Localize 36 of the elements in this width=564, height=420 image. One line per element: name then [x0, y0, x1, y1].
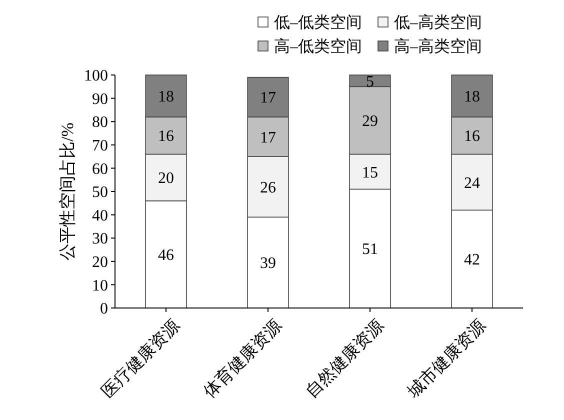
y-tick-label: 90: [92, 90, 108, 108]
y-tick-label: 80: [92, 114, 108, 132]
y-tick-label: 20: [92, 254, 108, 271]
y-tick-label: 0: [100, 300, 108, 318]
legend-label: 低–高类空间: [394, 14, 482, 32]
y-tick-label: 50: [92, 184, 108, 202]
data-label: 51: [362, 241, 378, 258]
y-tick-label: 40: [92, 207, 108, 224]
x-tick-label: 城市健康资源: [402, 316, 490, 402]
data-label: 26: [260, 179, 276, 196]
legend-label: 低–低类空间: [274, 14, 362, 32]
legend-label: 高–低类空间: [274, 38, 362, 56]
y-tick-label: 100: [84, 68, 108, 85]
data-label: 29: [362, 113, 378, 130]
legend-label: 高–高类空间: [394, 38, 482, 56]
data-label: 5: [366, 73, 374, 90]
data-label: 24: [464, 174, 480, 192]
y-tick-label: 70: [92, 138, 108, 154]
data-label: 18: [158, 88, 174, 106]
y-axis-title: 公平性空间占比/%: [58, 122, 77, 260]
data-label: 39: [260, 255, 276, 272]
data-label: 16: [158, 128, 174, 146]
y-tick-label: 60: [92, 160, 108, 178]
data-label: 18: [464, 88, 480, 106]
y-tick-label: 30: [92, 230, 108, 248]
data-label: 15: [362, 164, 378, 182]
x-tick-label: 体育健康资源: [200, 316, 286, 402]
x-tick-label: 自然健康资源: [302, 316, 388, 402]
data-label: 46: [158, 247, 174, 264]
data-label: 42: [464, 252, 480, 269]
data-label: 20: [158, 170, 174, 188]
data-label: 16: [464, 128, 480, 146]
data-label: 17: [260, 90, 276, 107]
x-tick-label: 医疗健康资源: [98, 316, 184, 402]
y-tick-label: 10: [92, 277, 108, 294]
data-label: 17: [260, 129, 276, 146]
